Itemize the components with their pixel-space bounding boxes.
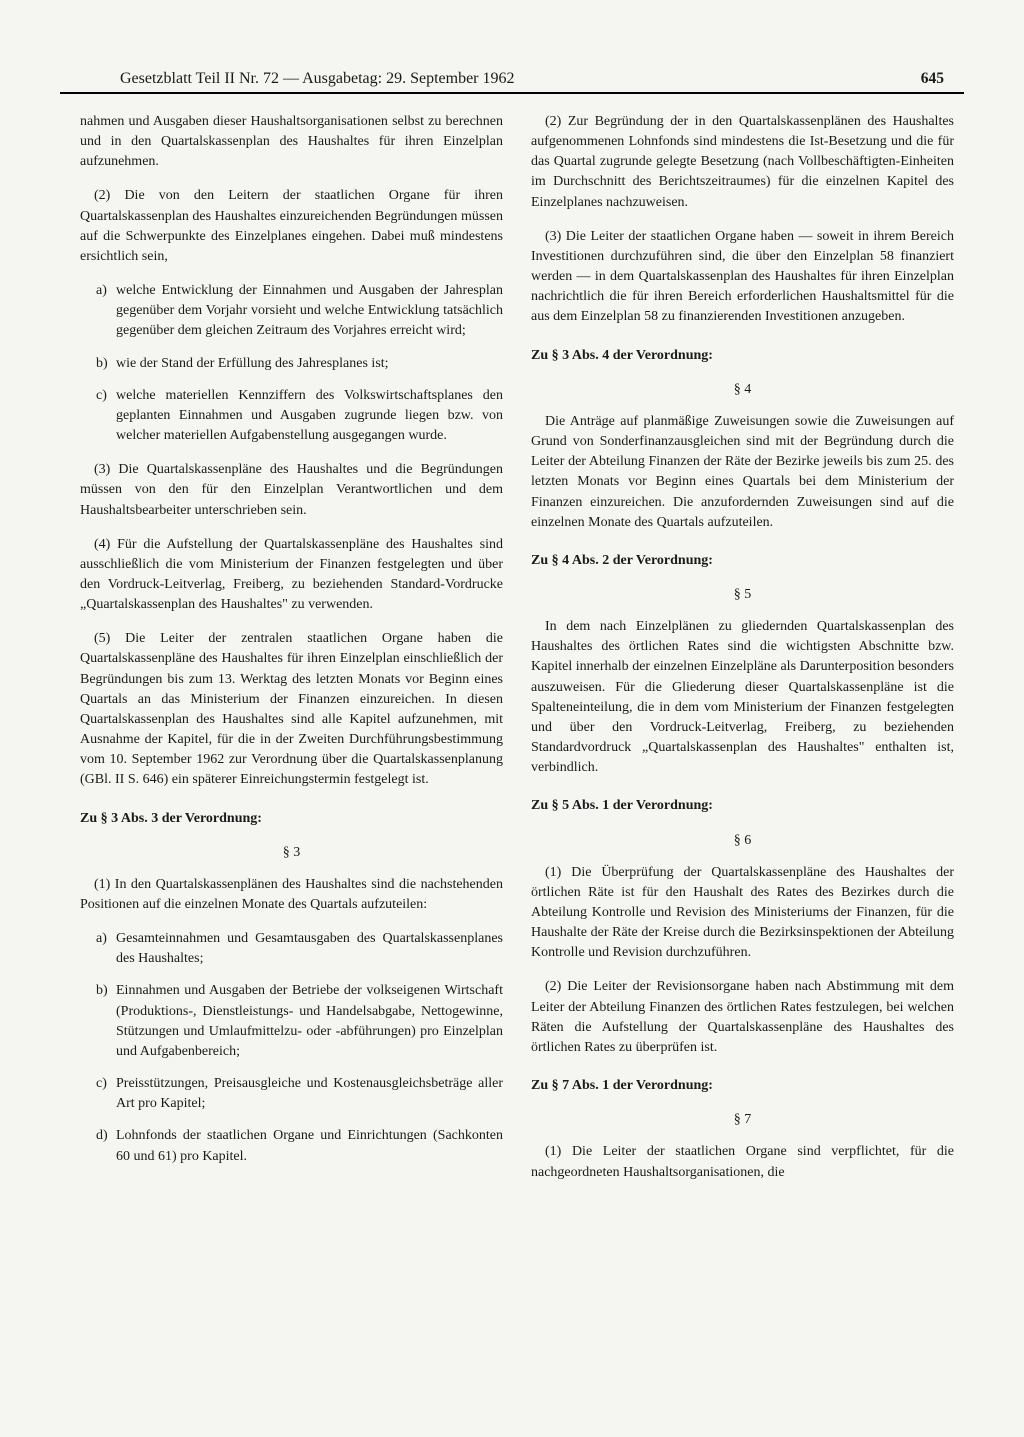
list-text: welche Entwicklung der Einnahmen und Aus… (116, 281, 503, 341)
list-marker: a) (96, 929, 116, 969)
section-number: § 5 (531, 585, 954, 605)
paragraph: (2) Die Leiter der Revisionsorgane haben… (531, 977, 954, 1058)
header-title: Gesetzblatt Teil II Nr. 72 — Ausgabetag:… (120, 70, 515, 88)
section-heading: Zu § 7 Abs. 1 der Verordnung: (531, 1076, 954, 1096)
section-heading: Zu § 5 Abs. 1 der Verordnung: (531, 796, 954, 816)
page-number: 645 (921, 70, 944, 88)
right-column: (2) Zur Begründung der in den Quartalska… (531, 112, 954, 1197)
list-text: welche materiellen Kennziffern des Volks… (116, 386, 503, 446)
list-text: Lohnfonds der staatlichen Organe und Ein… (116, 1126, 503, 1166)
section-number: § 7 (531, 1110, 954, 1130)
paragraph: Die Anträge auf planmäßige Zuweisungen s… (531, 412, 954, 533)
section-heading: Zu § 3 Abs. 3 der Verordnung: (80, 809, 503, 829)
left-column: nahmen und Ausgaben dieser Haushaltsorga… (80, 112, 503, 1197)
paragraph: (4) Für die Aufstellung der Quartalskass… (80, 535, 503, 616)
list-text: Einnahmen und Ausgaben der Betriebe der … (116, 981, 503, 1062)
paragraph: (2) Die von den Leitern der staatlichen … (80, 186, 503, 267)
list-item: c) Preisstützungen, Preisausgleiche und … (96, 1074, 503, 1114)
paragraph: (3) Die Quartalskassenpläne des Haushalt… (80, 460, 503, 520)
list-text: Gesamteinnahmen und Gesamtausgaben des Q… (116, 929, 503, 969)
list-marker: c) (96, 1074, 116, 1114)
list-text: Preisstützungen, Preisausgleiche und Kos… (116, 1074, 503, 1114)
paragraph: (1) Die Überprüfung der Quartalskassenpl… (531, 863, 954, 964)
list-item: b) wie der Stand der Erfüllung des Jahre… (96, 354, 503, 374)
list: a) Gesamteinnahmen und Gesamtausgaben de… (80, 929, 503, 1167)
section-number: § 6 (531, 831, 954, 851)
list-text: wie der Stand der Erfüllung des Jahrespl… (116, 354, 503, 374)
list-marker: d) (96, 1126, 116, 1166)
list-item: a) welche Entwicklung der Einnahmen und … (96, 281, 503, 341)
paragraph: (5) Die Leiter der zentralen staatlichen… (80, 629, 503, 790)
paragraph: (3) Die Leiter der staatlichen Organe ha… (531, 227, 954, 328)
list: a) welche Entwicklung der Einnahmen und … (80, 281, 503, 446)
paragraph: (1) In den Quartalskassenplänen des Haus… (80, 875, 503, 915)
list-marker: b) (96, 981, 116, 1062)
list-marker: b) (96, 354, 116, 374)
list-item: b) Einnahmen und Ausgaben der Betriebe d… (96, 981, 503, 1062)
paragraph: (1) Die Leiter der staatlichen Organe si… (531, 1142, 954, 1182)
list-item: c) welche materiellen Kennziffern des Vo… (96, 386, 503, 446)
content-columns: nahmen und Ausgaben dieser Haushaltsorga… (60, 112, 964, 1197)
paragraph: (2) Zur Begründung der in den Quartalska… (531, 112, 954, 213)
list-marker: c) (96, 386, 116, 446)
section-number: § 3 (80, 843, 503, 863)
section-number: § 4 (531, 380, 954, 400)
list-item: d) Lohnfonds der staatlichen Organe und … (96, 1126, 503, 1166)
list-item: a) Gesamteinnahmen und Gesamtausgaben de… (96, 929, 503, 969)
section-heading: Zu § 3 Abs. 4 der Verordnung: (531, 346, 954, 366)
paragraph: nahmen und Ausgaben dieser Haushaltsorga… (80, 112, 503, 172)
paragraph: In dem nach Einzelplänen zu gliedernden … (531, 617, 954, 778)
page-header: Gesetzblatt Teil II Nr. 72 — Ausgabetag:… (60, 70, 964, 94)
section-heading: Zu § 4 Abs. 2 der Verordnung: (531, 551, 954, 571)
list-marker: a) (96, 281, 116, 341)
